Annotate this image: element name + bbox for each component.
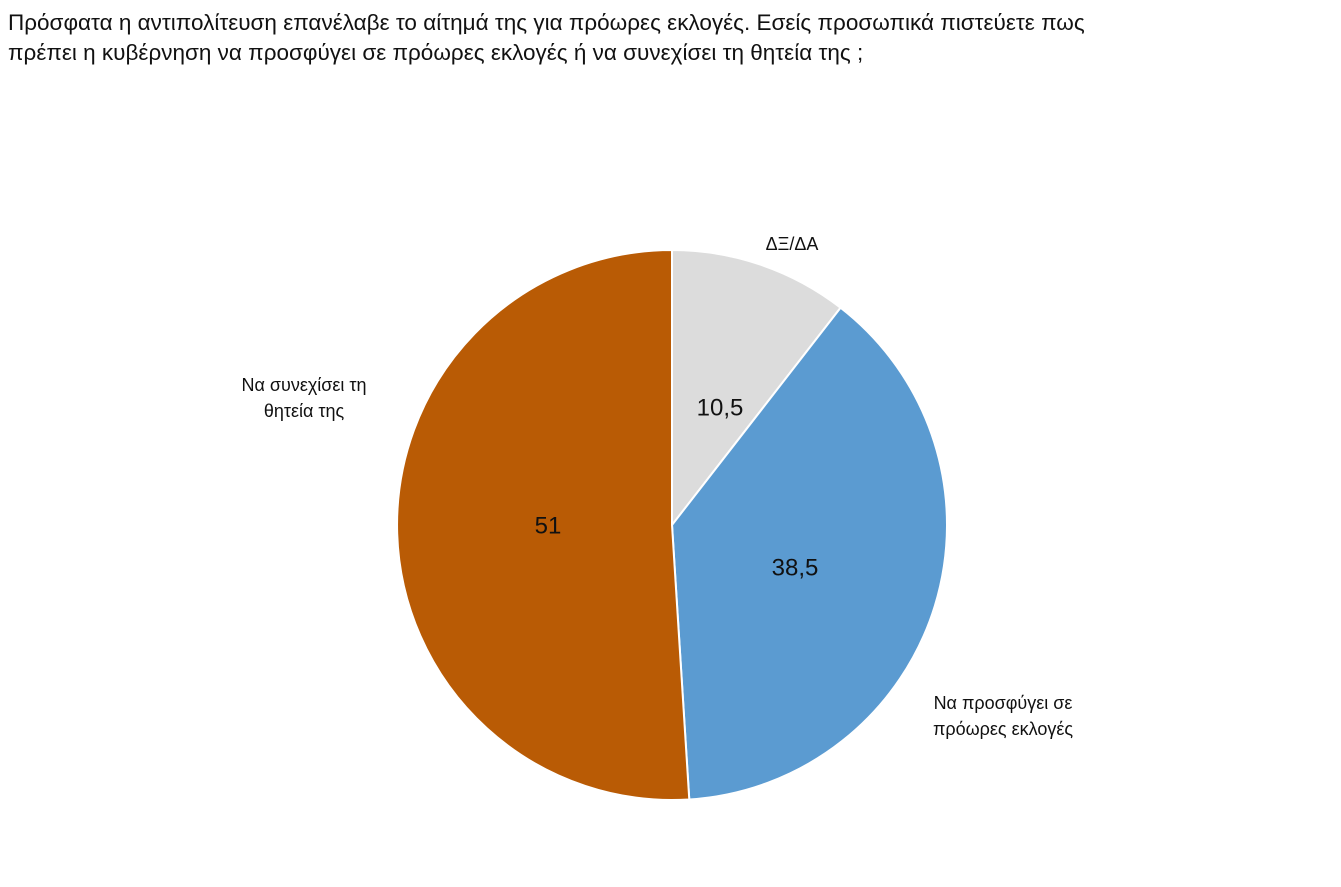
pie-slice-1 xyxy=(671,248,842,528)
pie-category-label-3: Να συνεχίσει τη θητεία της xyxy=(241,375,366,421)
pie-category-label-line: ΔΞ/ΔΑ xyxy=(766,234,819,254)
pie-category-label-1: ΔΞ/ΔΑ xyxy=(766,234,819,254)
pie-category-label-line: πρόωρες εκλογές xyxy=(933,719,1073,739)
chart-title: Πρόσφατα η αντιπολίτευση επανέλαβε το αί… xyxy=(8,8,1328,68)
chart-title-line-2: πρέπει η κυβέρνηση να προσφύγει σε πρόωρ… xyxy=(8,40,864,65)
chart-title-line-1: Πρόσφατα η αντιπολίτευση επανέλαβε το αί… xyxy=(8,10,1085,35)
pie-value-label-1: 10,5 xyxy=(697,394,744,421)
pie-value-label-2: 38,5 xyxy=(772,554,819,581)
pie-slice-3 xyxy=(396,248,691,801)
pie-value-label-3: 51 xyxy=(535,512,562,539)
pie-category-labels: ΔΞ/ΔΑ Να προσφύγει σε πρόωρες εκλογές Να συ… xyxy=(241,234,1073,739)
pie-category-label-line: Να συνεχίσει τη xyxy=(241,375,366,395)
pie-category-label-line: Να προσφύγει σε xyxy=(934,693,1073,713)
pie-value-labels: 10,5 38,5 51 xyxy=(535,394,819,581)
pie-category-label-2: Να προσφύγει σε πρόωρες εκλογές xyxy=(933,693,1073,739)
pie-slices xyxy=(396,248,948,801)
pie-category-label-line: θητεία της xyxy=(264,401,345,421)
pie-slice-2 xyxy=(670,306,948,801)
